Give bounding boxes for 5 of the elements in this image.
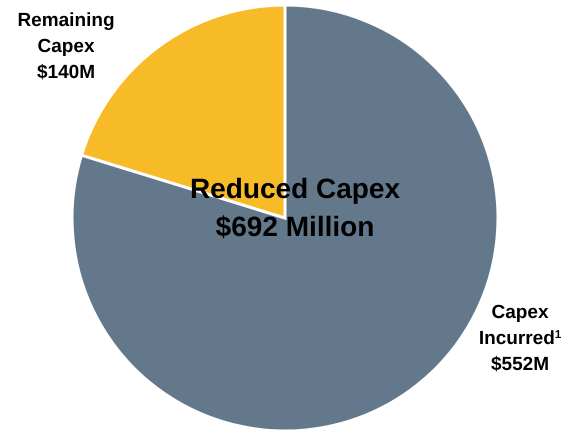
slice-label: Capex Incurred$^{1}$ (478, 302, 562, 349)
data-label: $140M (36, 62, 96, 83)
text: $692 Million (216, 211, 374, 242)
slice-label: Remaining Capex (17, 10, 115, 57)
data-label: $552M (490, 354, 550, 375)
